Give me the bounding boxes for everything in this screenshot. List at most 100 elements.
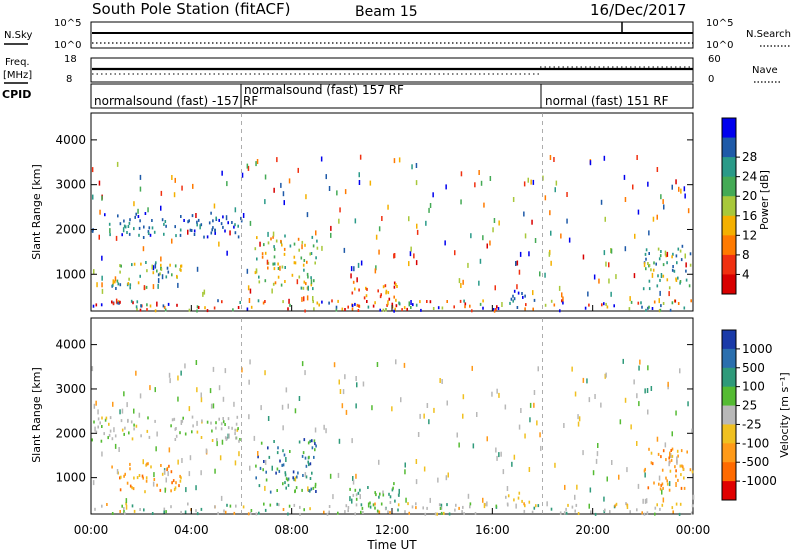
scatter-cell: [389, 511, 391, 514]
scatter-cell: [382, 493, 385, 497]
scatter-cell: [676, 456, 678, 462]
scatter-cell: [231, 426, 233, 430]
scatter-cell: [196, 223, 198, 227]
scatter-cell: [191, 214, 194, 218]
scatter-cell: [232, 308, 234, 312]
scatter-cell: [611, 460, 613, 465]
scatter-cell: [398, 157, 401, 163]
scatter-cell: [675, 254, 678, 258]
scatter-cell: [123, 432, 125, 436]
scatter-cell: [257, 455, 259, 459]
scatter-cell: [596, 451, 599, 457]
scatter-cell: [119, 222, 122, 226]
cpid-segment-2: normalsound (fast) 157 RF: [244, 83, 404, 97]
scatter-cell: [128, 431, 130, 435]
scatter-cell: [271, 465, 273, 471]
scatter-cell: [310, 283, 313, 287]
scatter-cell: [479, 258, 482, 264]
scatter-cell: [248, 298, 251, 303]
scatter-cell: [118, 447, 120, 452]
scatter-cell: [389, 495, 392, 499]
scatter-cell: [647, 262, 649, 265]
scatter-cell: [355, 403, 357, 409]
scatter-cell: [137, 208, 139, 214]
scatter-cell: [93, 403, 96, 409]
scatter-cell: [356, 277, 358, 283]
x-tick-label: 20:00: [575, 523, 610, 537]
scatter-cell: [304, 370, 306, 376]
scatter-cell: [156, 431, 158, 437]
scatter-cell: [192, 424, 194, 428]
scatter-cell: [597, 443, 599, 448]
scatter-cell: [675, 410, 677, 416]
scatter-cell: [264, 485, 266, 491]
scatter-cell: [378, 510, 381, 514]
scatter-cell: [129, 462, 131, 466]
scatter-cell: [301, 454, 304, 458]
scatter-cell: [147, 232, 150, 235]
scatter-cell: [559, 511, 562, 515]
scatter-cell: [496, 388, 498, 394]
scatter-cell: [575, 503, 578, 507]
scatter-cell: [662, 449, 665, 453]
scatter-cell: [211, 429, 213, 433]
scatter-cell: [671, 255, 673, 259]
scatter-cell: [343, 247, 346, 253]
scatter-cell: [139, 174, 142, 180]
scatter-cell: [337, 299, 339, 303]
scatter-cell: [234, 432, 236, 436]
scatter-cell: [498, 452, 500, 458]
scatter-cell: [289, 244, 292, 248]
scatter-cell: [94, 426, 96, 432]
scatter-cell: [598, 278, 600, 284]
scatter-cell: [237, 306, 240, 309]
scatter-cell: [151, 219, 153, 222]
power-y-axis: 1000 2000 3000 4000: [55, 133, 693, 281]
scatter-cell: [483, 503, 486, 509]
scatter-cell: [682, 465, 684, 469]
scatter-cell: [139, 393, 142, 399]
scatter-cell: [691, 504, 694, 508]
scatter-cell: [272, 262, 274, 266]
scatter-cell: [332, 494, 334, 500]
scatter-cell: [309, 462, 312, 466]
scatter-cell: [175, 481, 177, 485]
scatter-cell: [517, 496, 520, 500]
scatter-cell: [112, 283, 114, 287]
scatter-cell: [337, 511, 339, 515]
scatter-cell: [267, 446, 269, 450]
scatter-cell: [237, 235, 240, 239]
scatter-cell: [105, 416, 108, 420]
scatter-cell: [161, 472, 164, 476]
scatter-cell: [240, 216, 242, 220]
scatter-cell: [305, 464, 308, 468]
scatter-cell: [293, 242, 296, 246]
scatter-cell: [624, 246, 627, 252]
scatter-cell: [372, 304, 375, 308]
scatter-cell: [276, 489, 278, 492]
scatter-cell: [280, 283, 283, 287]
scatter-cell: [315, 230, 317, 236]
scatter-cell: [344, 510, 346, 514]
scatter-cell: [676, 459, 678, 465]
scatter-cell: [225, 215, 228, 221]
scatter-cell: [160, 263, 162, 267]
scatter-cell: [668, 488, 671, 492]
scatter-cell: [276, 467, 279, 471]
scatter-cell: [500, 451, 502, 457]
scatter-cell: [577, 512, 580, 515]
scatter-cell: [415, 479, 418, 485]
colorbar-tick-label: -100: [742, 436, 769, 450]
scatter-cell: [233, 401, 235, 407]
scatter-cell: [195, 213, 197, 218]
scatter-cell: [98, 234, 100, 240]
scatter-cell: [415, 180, 418, 186]
scatter-cell: [531, 510, 534, 514]
scatter-cell: [173, 417, 176, 421]
scatter-cell: [633, 273, 636, 279]
scatter-cell: [347, 506, 350, 509]
scatter-cell: [524, 504, 526, 508]
scatter-cell: [273, 262, 276, 266]
scatter-cell: [517, 291, 520, 295]
scatter-cell: [287, 477, 290, 481]
